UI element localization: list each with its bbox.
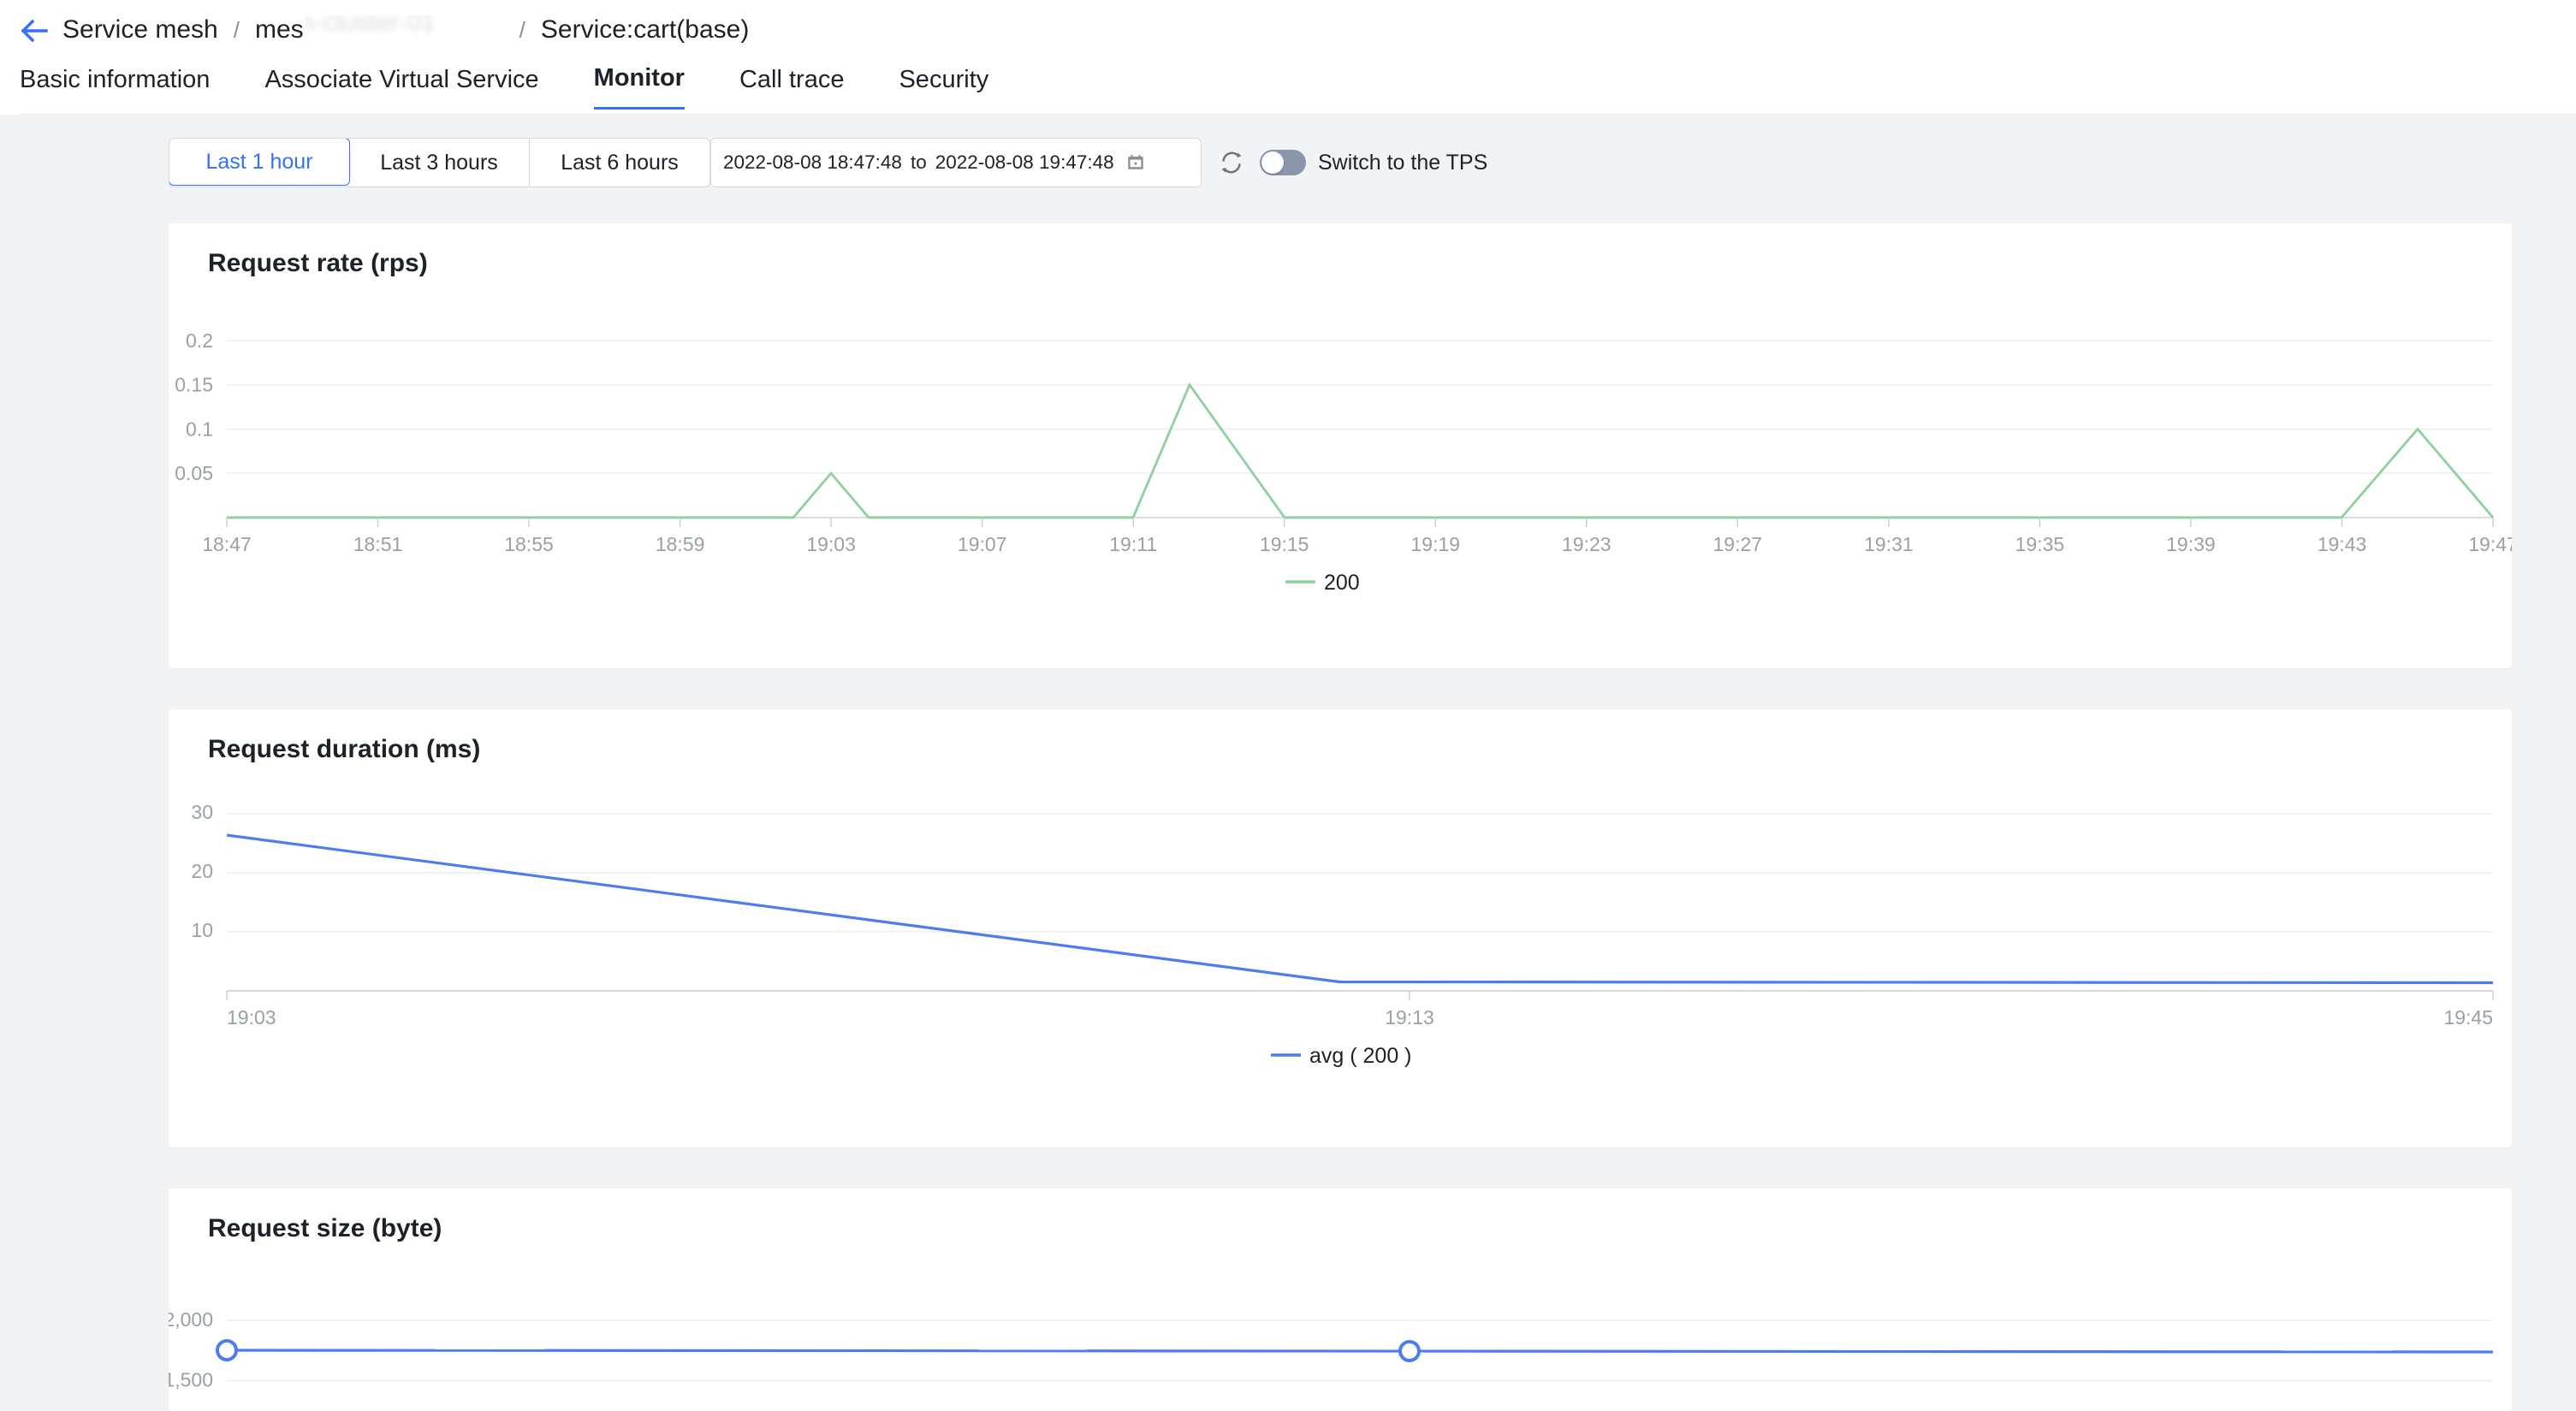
svg-text:19:31: 19:31 (1864, 533, 1914, 555)
svg-text:18:47: 18:47 (202, 533, 252, 555)
svg-text:0.15: 0.15 (175, 374, 213, 396)
svg-text:19:03: 19:03 (806, 533, 856, 555)
svg-text:18:51: 18:51 (353, 533, 403, 555)
svg-text:avg ( 200 ): avg ( 200 ) (1309, 1044, 1412, 1068)
svg-text:19:15: 19:15 (1260, 533, 1309, 555)
svg-text:19:07: 19:07 (958, 533, 1007, 555)
svg-text:19:45: 19:45 (2443, 1006, 2493, 1029)
svg-text:18:55: 18:55 (504, 533, 554, 555)
svg-text:30: 30 (191, 801, 213, 823)
svg-text:0.1: 0.1 (186, 418, 213, 440)
svg-text:19:03: 19:03 (227, 1006, 276, 1029)
svg-text:20: 20 (191, 860, 213, 882)
svg-text:19:47: 19:47 (2468, 533, 2512, 555)
svg-text:19:35: 19:35 (2015, 533, 2065, 555)
svg-text:19:11: 19:11 (1109, 533, 1157, 555)
svg-text:0.2: 0.2 (186, 329, 213, 352)
svg-text:1,500: 1,500 (169, 1368, 213, 1390)
svg-text:0.05: 0.05 (175, 462, 213, 484)
svg-text:19:27: 19:27 (1713, 533, 1763, 555)
svg-text:19:43: 19:43 (2318, 533, 2367, 555)
svg-text:19:23: 19:23 (1562, 533, 1611, 555)
svg-text:19:19: 19:19 (1411, 533, 1461, 555)
svg-text:19:39: 19:39 (2166, 533, 2216, 555)
svg-text:10: 10 (191, 919, 213, 941)
svg-text:200: 200 (1324, 571, 1360, 595)
svg-text:18:59: 18:59 (656, 533, 705, 555)
svg-text:19:13: 19:13 (1385, 1006, 1434, 1029)
svg-text:2,000: 2,000 (169, 1308, 213, 1331)
